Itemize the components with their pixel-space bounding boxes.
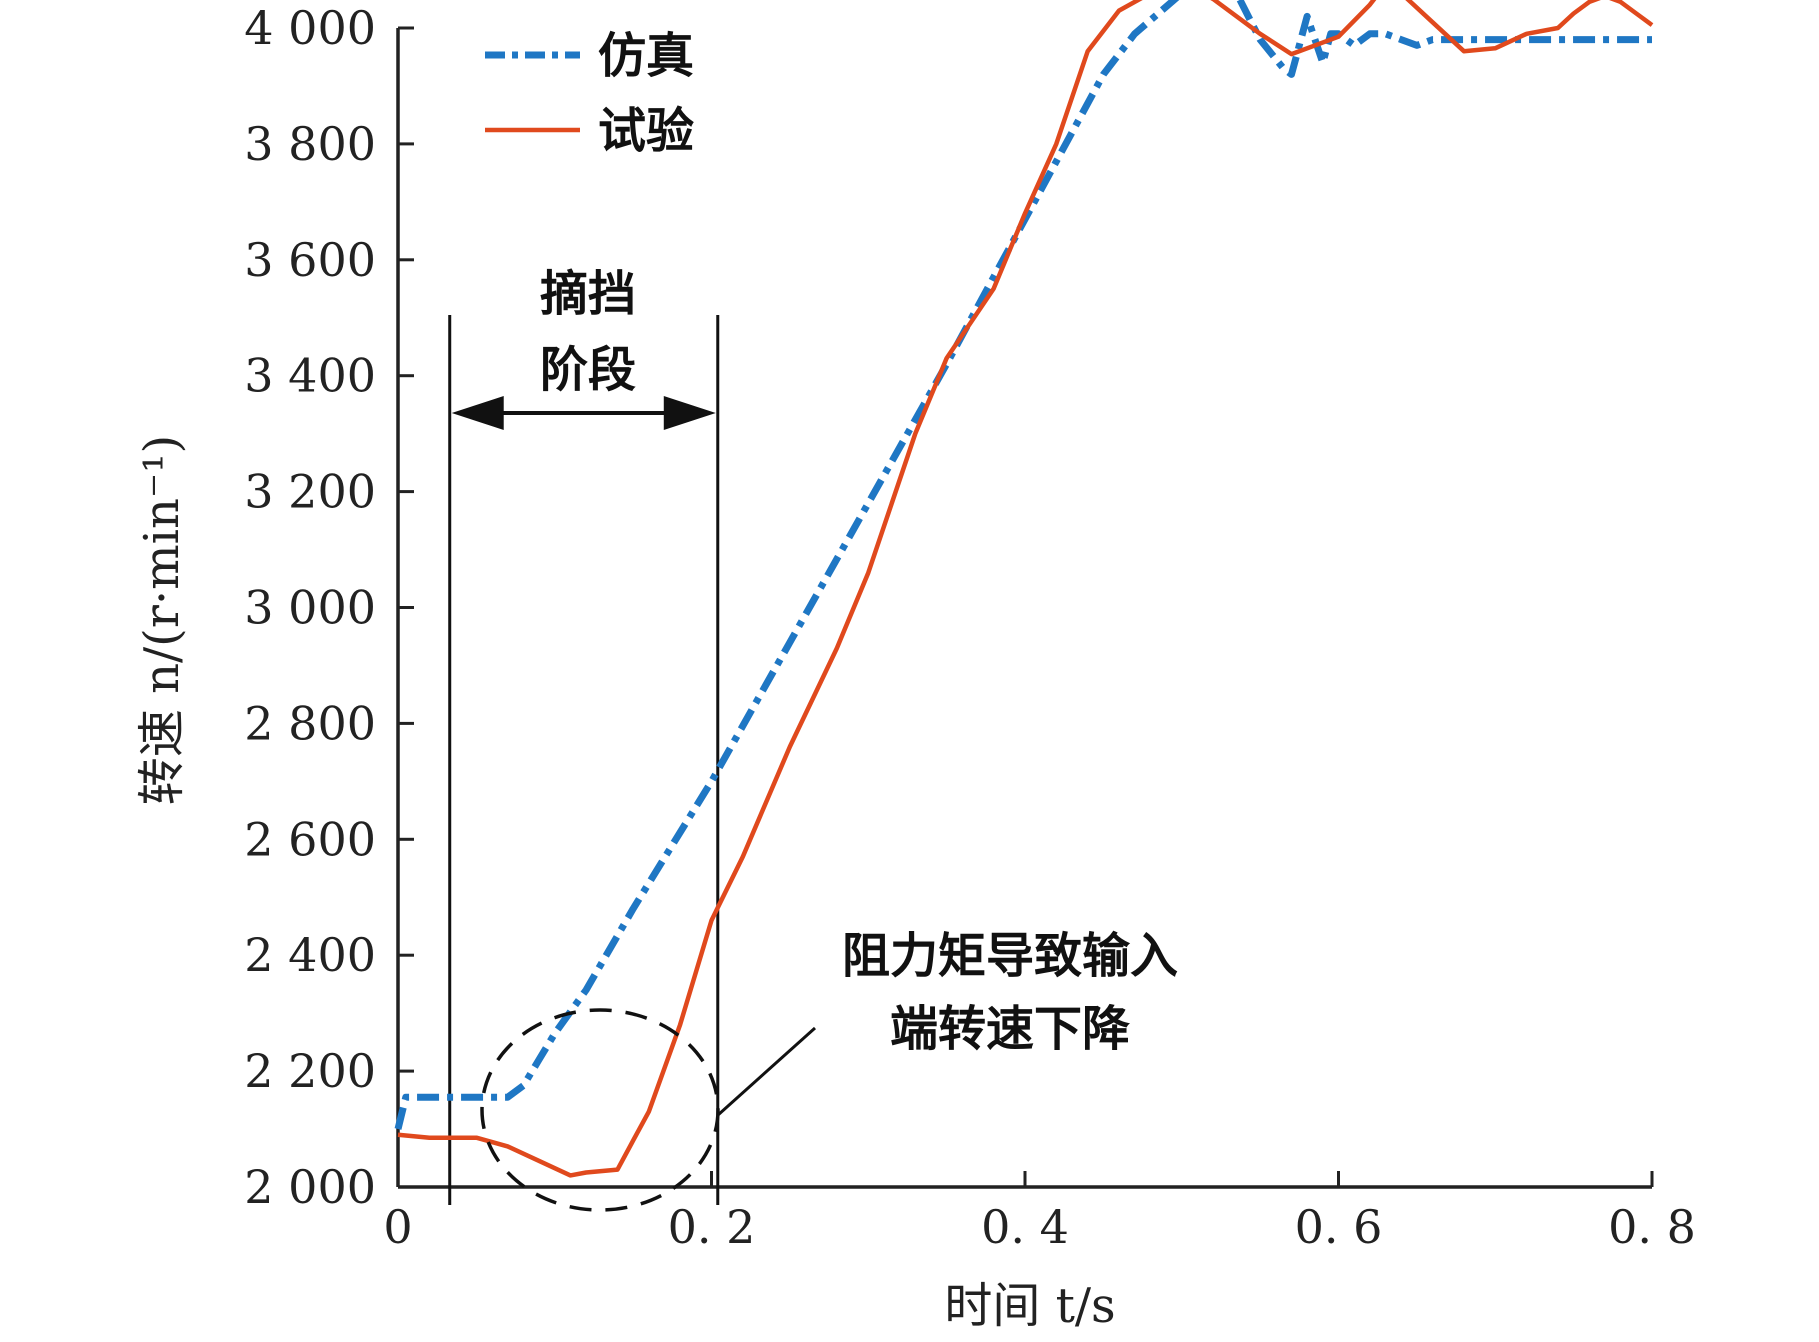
phase-label-line2: 阶段 [540,342,636,398]
x-tick-label: 0. 8 [1608,1200,1696,1254]
series-group [394,0,1654,1178]
y-tick-label: 4 000 [244,1,376,55]
y-tick-label: 2 800 [244,696,376,750]
drop-highlight-ellipse [480,1008,720,1212]
legend-label-exp: 试验 [598,103,694,159]
drop-note-line2: 端转速下降 [890,1001,1131,1057]
x-tick-label: 0. 2 [668,1200,756,1254]
y-tick-label: 2 000 [244,1160,376,1214]
y-tick-label: 3 200 [244,465,376,519]
phase-label: 摘挡 阶段 [540,266,636,398]
phase-label-line1: 摘挡 [540,266,636,322]
x-ticks: 0 0. 2 0. 4 0. 6 0. 8 [383,1171,1696,1254]
drop-note-line1: 阻力矩导致输入 [842,928,1178,984]
x-axis-label: 时间 t/s [944,1278,1115,1334]
x-tick-label: 0. 4 [981,1200,1069,1254]
series-line-experiment [397,0,1654,1178]
x-tick-label: 0. 6 [1295,1200,1383,1254]
y-tick-label: 2 200 [244,1044,376,1098]
phase-markers [448,315,720,1205]
y-tick-label: 2 400 [244,928,376,982]
y-tick-label: 3 600 [244,233,376,287]
series-line-simulation [394,0,1652,1130]
x-axis-title: 时间 t/s [944,1278,1115,1334]
x-tick-label: 0 [383,1200,412,1254]
y-tick-label: 2 600 [244,812,376,866]
legend-label-sim: 仿真 [598,28,694,84]
y-axis-title: 转速 n/(r·min⁻¹) [134,435,190,805]
phase-arrow-left-head [451,396,504,430]
y-ticks: 2 000 2 200 2 400 2 600 2 800 3 000 3 200 3 400… [244,1,414,1214]
drop-callout-line [716,1026,817,1117]
y-tick-label: 3 800 [244,117,376,171]
phase-arrow-right-head [663,396,716,430]
y-tick-label: 3 000 [244,581,376,635]
legend: 仿真 试验 [485,28,694,159]
drop-annotation: 阻力矩导致输入 端转速下降 [480,928,1178,1212]
y-tick-label: 3 400 [244,349,376,403]
y-axis-label: 转速 n/(r·min⁻¹) [134,435,190,805]
